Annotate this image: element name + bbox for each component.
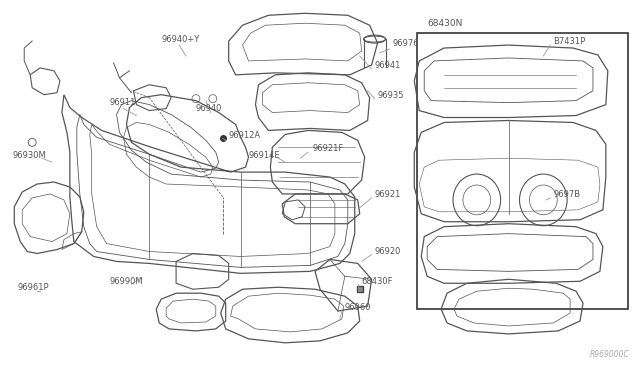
Text: 68430F: 68430F	[362, 277, 393, 286]
Text: 68430N: 68430N	[427, 19, 463, 28]
Text: 9697B: 9697B	[553, 190, 580, 199]
Text: 96921F: 96921F	[312, 144, 343, 153]
Text: B7431P: B7431P	[553, 36, 586, 46]
Text: 96940+Y: 96940+Y	[161, 35, 200, 44]
Text: 96914E: 96914E	[248, 151, 280, 160]
Bar	[417, 33, 628, 309]
Text: 96920: 96920	[374, 247, 401, 256]
Text: 96930M: 96930M	[12, 151, 46, 160]
Text: 96976: 96976	[392, 39, 419, 48]
Text: 96912A: 96912A	[228, 131, 261, 140]
Text: R969000C: R969000C	[590, 350, 630, 359]
Text: 96935: 96935	[378, 91, 404, 100]
Text: 96961P: 96961P	[17, 283, 49, 292]
Text: 96911: 96911	[109, 98, 136, 107]
Text: 96941: 96941	[374, 61, 401, 70]
Text: 96990M: 96990M	[109, 277, 143, 286]
Text: 96940: 96940	[196, 104, 222, 113]
Text: 96921: 96921	[374, 190, 401, 199]
Text: 96960: 96960	[345, 302, 371, 312]
